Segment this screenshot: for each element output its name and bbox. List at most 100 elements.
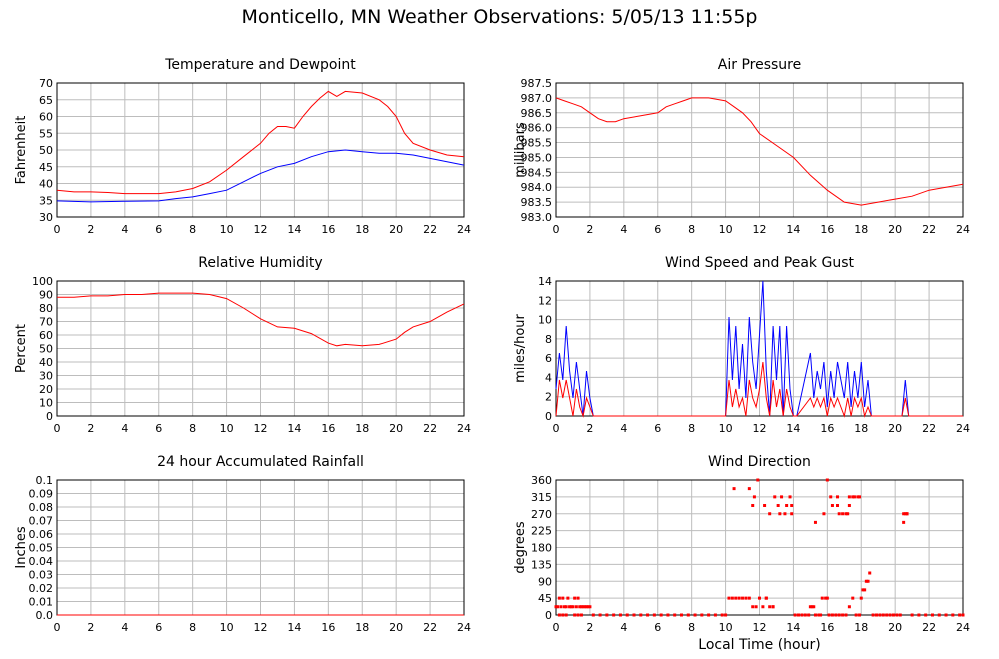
direction-title: Wind Direction [708,454,811,470]
direction-x-tick-label: 12 [753,621,767,634]
direction-plot-frame [555,479,964,616]
direction-point [852,495,856,499]
direction-point [856,495,860,499]
direction-point [744,596,748,600]
wind-x-tick-label: 18 [854,422,868,435]
temp-y-axis-label: Fahrenheit [14,116,29,185]
humidity-y-tick-label: 40 [39,356,53,369]
humidity-x-tick-label: 10 [220,422,234,435]
rain-x-tick-label: 0 [54,621,61,634]
temp-x-tick-label: 16 [321,223,335,236]
direction-point [854,613,858,617]
direction-point [881,613,885,617]
direction-point [785,504,789,507]
rain-chart: 0 2 4 6 8 10 12 14 16 18 20 22 240.00.010.020.030.04… [14,454,471,634]
rain-y-tick-label: 0.03 [29,569,54,582]
temp-y-tick-label: 60 [39,111,53,124]
direction-x-tick-label: 2 [586,621,593,634]
humidity-y-tick-label: 90 [39,289,53,302]
wind-x-tick-label: 20 [888,422,902,435]
direction-point [583,605,587,609]
direction-point [858,495,862,499]
rain-x-tick-label: 24 [457,621,471,634]
temp-x-tick-label: 18 [355,223,369,236]
wind-title: Wind Speed and Peak Gust [665,255,854,271]
direction-point [837,613,841,617]
page-title: Monticello, MN Weather Observations: 5/0… [241,6,758,28]
direction-point [734,596,738,600]
direction-y-tick-label: 135 [531,558,552,571]
direction-point [569,605,573,609]
pressure-x-tick-label: 22 [922,223,936,236]
direction-point [825,596,829,600]
direction-point [783,512,787,516]
direction-point [951,613,955,617]
direction-point [741,596,745,600]
direction-y-tick-label: 45 [538,592,552,605]
wind-y-tick-label: 0 [545,410,552,423]
pressure-y-tick-label: 984.5 [521,166,553,179]
humidity-y-tick-label: 20 [39,383,53,396]
direction-y-tick-label: 90 [538,575,552,588]
direction-point [646,613,650,617]
direction-point [891,613,895,617]
direction-point [808,605,812,609]
humidity-x-tick-label: 6 [155,422,162,435]
direction-point [788,495,792,499]
direction-x-tick-label: 8 [688,621,695,634]
wind-x-tick-label: 14 [786,422,800,435]
direction-point [559,605,563,609]
pressure-y-tick-label: 983.5 [521,196,553,209]
direction-x-tick-label: 16 [820,621,834,634]
wind-x-tick-label: 16 [820,422,834,435]
temp-chart: 0 2 4 6 8 10 12 14 16 18 20 22 24303540455055606570T… [14,57,471,236]
pressure-x-tick-label: 20 [888,223,902,236]
direction-point [807,613,811,617]
direction-point [844,613,848,617]
direction-point [813,613,817,617]
direction-point [827,613,831,617]
direction-point [898,613,902,617]
direction-point [564,613,568,617]
direction-y-tick-label: 270 [531,508,552,521]
direction-point [937,613,941,617]
direction-point [652,613,656,617]
direction-point [605,613,609,617]
rain-y-tick-label: 0.05 [29,542,54,555]
direction-point [659,613,663,617]
temp-x-tick-label: 6 [155,223,162,236]
pressure-x-tick-label: 8 [688,223,695,236]
direction-x-tick-label: 24 [956,621,970,634]
direction-point [878,613,882,617]
temp-y-tick-label: 50 [39,144,53,157]
direction-point [632,613,636,617]
direction-point [803,613,807,617]
direction-point [554,605,558,609]
direction-point [819,613,823,617]
direction-x-tick-label: 20 [888,621,902,634]
temp-series-line-1 [56,149,465,203]
rain-x-tick-label: 22 [423,621,437,634]
rain-y-tick-label: 0.07 [29,515,54,528]
wind-x-tick-label: 0 [553,422,560,435]
direction-point [863,588,867,592]
wind-y-tick-label: 12 [538,294,552,307]
wind-plot-frame [555,280,964,417]
direction-point [588,605,592,609]
direction-point [861,588,865,592]
direction-point [561,596,565,600]
direction-point [844,512,848,516]
direction-point [576,613,580,617]
direction-point [836,504,840,507]
direction-point [888,613,892,617]
pressure-y-tick-label: 984.0 [521,181,553,194]
pressure-y-tick-label: 987.0 [521,92,553,105]
pressure-chart: 0 2 4 6 8 10 12 14 16 18 20 22 24983.0983.5984.0984.… [513,57,970,236]
direction-point [573,596,577,600]
rain-x-tick-label: 14 [287,621,301,634]
direction-point [754,605,758,609]
pressure-x-tick-label: 14 [786,223,800,236]
direction-y-tick-label: 180 [531,542,552,555]
direction-x-tick-label: 6 [654,621,661,634]
